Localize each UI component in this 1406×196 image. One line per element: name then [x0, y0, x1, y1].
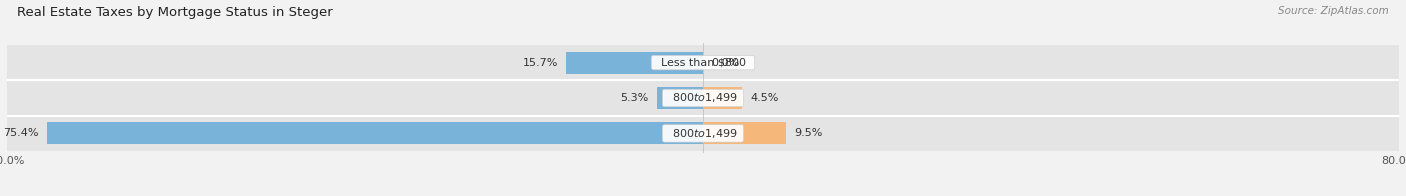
Text: $800 to $1,499: $800 to $1,499 [665, 92, 741, 104]
Bar [567, 52, 703, 74]
Bar [46, 122, 703, 144]
Text: $800 to $1,499: $800 to $1,499 [665, 127, 741, 140]
Bar [7, 45, 1399, 80]
Text: 75.4%: 75.4% [3, 128, 38, 138]
Bar [703, 122, 786, 144]
Text: Less than $800: Less than $800 [654, 58, 752, 68]
Text: Source: ZipAtlas.com: Source: ZipAtlas.com [1278, 6, 1389, 16]
Text: 15.7%: 15.7% [523, 58, 558, 68]
Text: 4.5%: 4.5% [751, 93, 779, 103]
Text: 9.5%: 9.5% [794, 128, 823, 138]
Bar [7, 80, 1399, 116]
Text: 5.3%: 5.3% [620, 93, 648, 103]
Bar [703, 87, 742, 109]
Text: Real Estate Taxes by Mortgage Status in Steger: Real Estate Taxes by Mortgage Status in … [17, 6, 333, 19]
Bar [7, 116, 1399, 151]
Bar [657, 87, 703, 109]
Text: 0.0%: 0.0% [711, 58, 740, 68]
